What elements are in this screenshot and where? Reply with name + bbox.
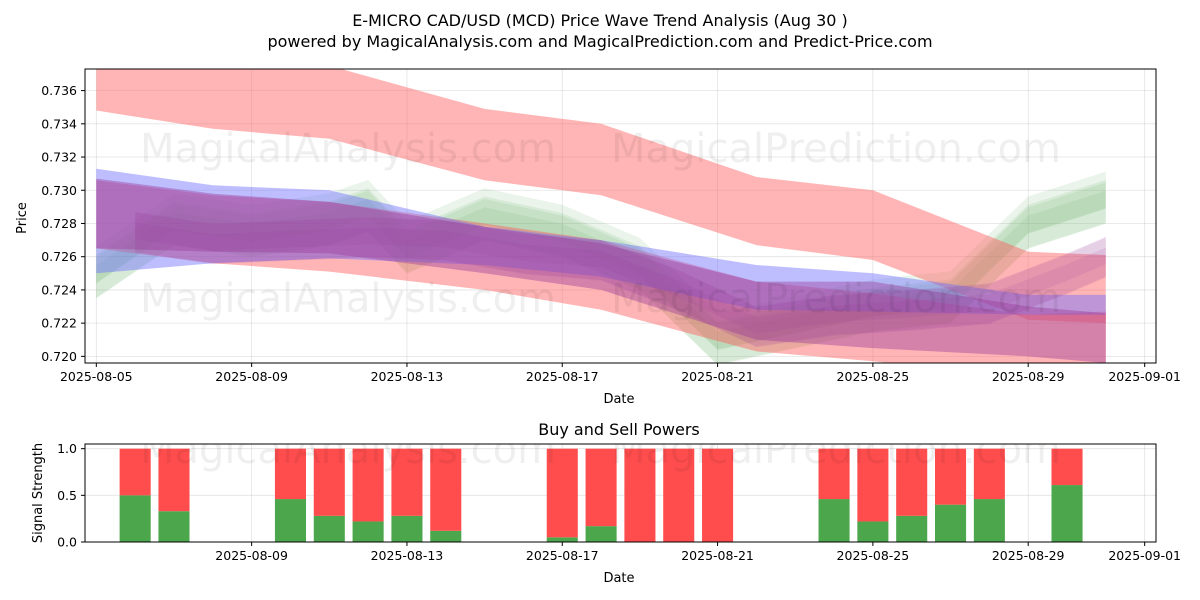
x-tick-label: 2025-08-13: [371, 548, 444, 563]
x-tick-label: 2025-08-25: [837, 369, 910, 384]
y-tick-label: 0.722: [41, 316, 77, 331]
blue-band: [96, 168, 1106, 315]
purple-band: [96, 178, 1106, 363]
price-x-axis-label: Date: [603, 392, 634, 407]
buy-bar: [973, 499, 1005, 542]
price-axes-frame: [84, 68, 1157, 364]
y-tick-label: 0.726: [41, 249, 77, 264]
purple-wave-band: [135, 222, 1106, 348]
price-bands: [96, 69, 1106, 363]
buy-bar: [1051, 485, 1083, 542]
watermark-text: MagicalAnalysis.com: [140, 427, 556, 473]
green-wave-band: [96, 179, 1106, 363]
buy-bar: [935, 504, 967, 542]
x-tick-label: 2025-08-21: [681, 369, 754, 384]
sell-bar: [624, 448, 656, 542]
sell-bar: [1051, 448, 1083, 486]
x-tick-label: 2025-08-13: [371, 369, 444, 384]
buy-bar: [352, 521, 384, 542]
green-wave-band: [96, 190, 1106, 363]
signal-x-ticks: 2025-08-09 2025-08-13 2025-08-17 2025-08-21…: [215, 542, 1181, 563]
buy-bar: [585, 526, 617, 542]
sell-bar: [935, 448, 967, 505]
watermark-text: MagicalPrediction.com: [611, 276, 1061, 322]
price-x-ticks: 2025-08-05 2025-08-09 2025-08-13 2025-08-17…: [60, 363, 1181, 384]
purple-wave-band: [135, 212, 1106, 334]
sell-bar: [352, 448, 384, 522]
sell-bar: [818, 448, 850, 500]
green-wave-band: [96, 171, 1106, 350]
buy-bar: [818, 499, 850, 542]
y-tick-label: 0.720: [41, 349, 77, 364]
buy-bar: [430, 530, 462, 542]
sell-bar: [896, 448, 928, 516]
y-tick-label: 0.724: [41, 282, 77, 297]
x-tick-label: 2025-08-09: [215, 369, 288, 384]
y-tick-label: 0.736: [41, 83, 77, 98]
price-watermarks: MagicalAnalysis.com MagicalPrediction.co…: [140, 126, 1061, 322]
sell-bar: [663, 448, 695, 542]
signal-watermarks: MagicalAnalysis.com MagicalPrediction.co…: [140, 427, 1061, 473]
price-y-ticks: 0.720 0.722 0.724 0.726 0.728 0.730 0.732 0.734…: [41, 83, 85, 364]
signal-chart-title: Buy and Sell Powers: [538, 420, 700, 439]
y-tick-label: 0.730: [41, 183, 77, 198]
sell-bar: [973, 448, 1005, 500]
y-tick-label: 0.0: [57, 535, 77, 550]
watermark-text: MagicalPrediction.com: [611, 427, 1061, 473]
signal-axes-frame: [84, 443, 1157, 543]
x-tick-label: 2025-08-17: [526, 548, 599, 563]
chart-subtitle: powered by MagicalAnalysis.com and Magic…: [267, 32, 932, 51]
sell-bar: [702, 448, 734, 542]
red-upper-band: [96, 69, 1106, 324]
sell-bar: [857, 448, 889, 522]
signal-x-axis-label: Date: [603, 571, 634, 586]
x-tick-label: 2025-08-25: [837, 548, 910, 563]
x-tick-label: 2025-08-29: [992, 369, 1065, 384]
x-tick-label: 2025-08-09: [215, 548, 288, 563]
signal-y-ticks: 0.0 0.5 1.0: [57, 441, 85, 550]
buy-bar: [158, 511, 190, 542]
sell-bar: [119, 448, 151, 496]
watermark-text: MagicalAnalysis.com: [140, 276, 556, 322]
y-tick-label: 1.0: [57, 441, 77, 456]
watermark-text: MagicalPrediction.com: [611, 126, 1061, 172]
sell-bar: [313, 448, 345, 516]
sell-bar: [391, 448, 423, 516]
sell-bar: [585, 448, 617, 527]
price-y-axis-label: Price: [15, 202, 30, 234]
purple-wave-band: [135, 211, 1106, 347]
buy-bar: [391, 515, 423, 542]
sell-bar: [158, 448, 190, 512]
green-wave-band: [96, 182, 1106, 351]
sell-bar: [430, 448, 462, 531]
buy-bar: [274, 499, 306, 542]
signal-bars: [119, 448, 1083, 542]
signal-y-axis-label: Signal Strength: [31, 443, 46, 543]
y-tick-label: 0.734: [41, 116, 77, 131]
y-tick-label: 0.5: [57, 488, 77, 503]
y-tick-label: 0.728: [41, 216, 77, 231]
y-tick-label: 0.732: [41, 150, 77, 165]
chart-title: E-MICRO CAD/USD (MCD) Price Wave Trend A…: [352, 11, 848, 30]
buy-bar: [313, 515, 345, 542]
red-lower-band: [96, 180, 1106, 363]
buy-bar: [896, 515, 928, 542]
buy-bar: [546, 537, 578, 542]
buy-bar: [119, 495, 151, 542]
watermark-text: MagicalAnalysis.com: [140, 126, 556, 172]
x-tick-label: 2025-08-17: [526, 369, 599, 384]
price-grid: [85, 69, 1156, 363]
buy-bar: [857, 521, 889, 542]
sell-bar: [274, 448, 306, 500]
x-tick-label: 2025-09-01: [1108, 369, 1181, 384]
x-tick-label: 2025-09-01: [1108, 548, 1181, 563]
x-tick-label: 2025-08-21: [681, 548, 754, 563]
x-tick-label: 2025-08-29: [992, 548, 1065, 563]
sell-bar: [546, 448, 578, 538]
x-tick-label: 2025-08-05: [60, 369, 133, 384]
